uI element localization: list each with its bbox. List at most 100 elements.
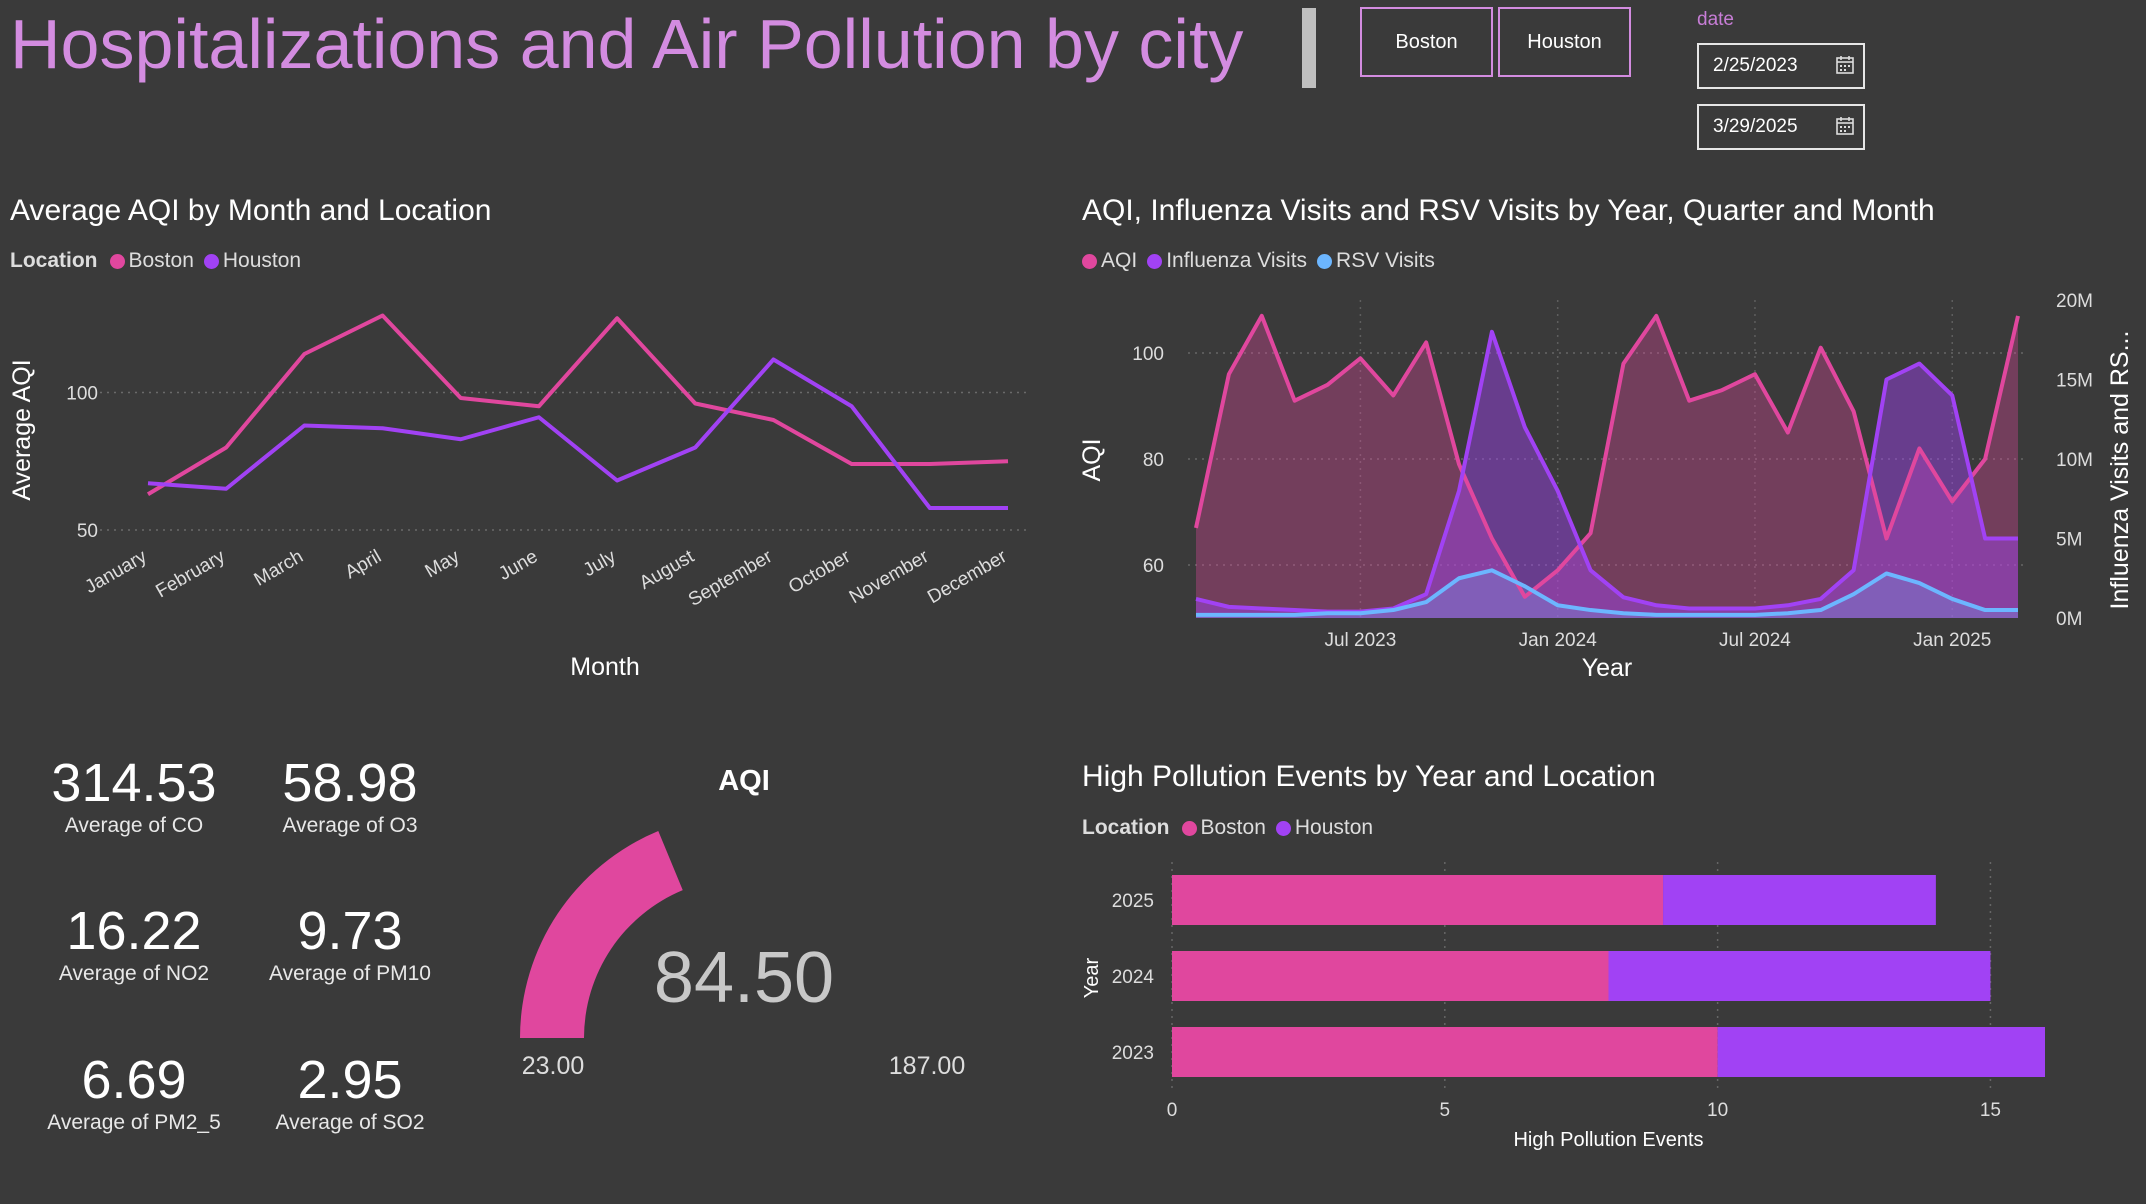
y-axis-title: Year [1081, 957, 1103, 998]
x-tick-label: September [685, 546, 777, 611]
x-axis-title: Year [1582, 654, 1633, 682]
kpi-label: Average of O3 [282, 814, 418, 837]
legend-label-influenza: Influenza Visits [1166, 249, 1308, 272]
legend-item-boston[interactable]: Boston [1181, 816, 1266, 840]
kpi-co: 314.53 Average of CO [4, 752, 264, 838]
x-tick-label: Jan 2025 [1913, 630, 1991, 651]
bar-chart-title: High Pollution Events by Year and Locati… [1082, 760, 1656, 793]
calendar-icon[interactable] [1835, 55, 1855, 75]
y-right-tick-label: 5M [2056, 530, 2082, 551]
x-tick-label: April [342, 546, 385, 583]
kpi-so2: 2.95 Average of SO2 [220, 1049, 480, 1135]
gauge-title: AQI [718, 765, 770, 797]
kpi-label: Average of SO2 [275, 1111, 425, 1134]
page-title: Hospitalizations and Air Pollution by ci… [10, 5, 1244, 83]
legend-item-houston[interactable]: Houston [1275, 816, 1374, 840]
kpi-label: Average of PM2_5 [47, 1111, 221, 1134]
series-line-houston [147, 357, 1008, 510]
date-end-input[interactable]: 3/29/2025 [1697, 104, 1865, 150]
legend-label-rsv: RSV Visits [1336, 249, 1435, 272]
y-left-tick-label: 60 [1143, 556, 1164, 577]
y-axis-title: Average AQI [8, 359, 36, 500]
kpi-o3: 58.98 Average of O3 [220, 752, 480, 838]
y-right-tick-label: 20M [2056, 291, 2093, 312]
x-tick-label: August [636, 546, 698, 594]
kpi-label: Average of CO [64, 814, 204, 837]
x-tick-label: Jul 2024 [1719, 630, 1791, 651]
date-end-value: 3/29/2025 [1713, 116, 1798, 137]
x-tick-label: Jul 2023 [1324, 630, 1396, 651]
legend-dot-influenza [1147, 253, 1163, 269]
kpi-label: Average of PM10 [269, 962, 431, 985]
y-tick-label: 2023 [1112, 1043, 1154, 1064]
line-chart-title: Average AQI by Month and Location [10, 194, 492, 227]
bar-chart-legend: Location Boston Houston [1082, 816, 1383, 840]
combo-chart-title: AQI, Influenza Visits and RSV Visits by … [1082, 194, 1935, 227]
bar-boston-2025 [1172, 875, 1664, 925]
date-start-input[interactable]: 2/25/2023 [1697, 43, 1865, 89]
legend-item-houston[interactable]: Houston [203, 249, 302, 273]
bar-houston-2024 [1608, 951, 1991, 1001]
gauge-value: 84.50 [654, 938, 834, 1018]
x-tick-label: 0 [1167, 1100, 1178, 1121]
y-right-tick-label: 0M [2056, 609, 2082, 630]
legend-item-rsv[interactable]: RSV Visits [1317, 249, 1435, 273]
kpi-value: 58.98 [282, 753, 418, 813]
kpi-label: Average of NO2 [58, 962, 210, 985]
y-tick-label: 2025 [1112, 891, 1154, 912]
slicer-button-houston[interactable]: Houston [1498, 7, 1631, 77]
series-area-aqi [1196, 315, 2018, 618]
gauge-chart: AQI 84.50 23.00 187.00 [520, 765, 965, 1080]
x-tick-label: November [846, 546, 933, 608]
bar-chart: 0 5 10 15 2025 2024 2023 High Pollution Events Y… [1081, 862, 2045, 1150]
bar-houston-2025 [1663, 875, 1936, 925]
legend-label-houston: Houston [222, 249, 302, 272]
series-line-rsv-visits [1196, 568, 2018, 617]
legend-dot-houston [203, 253, 219, 269]
y-right-tick-label: 10M [2056, 450, 2093, 471]
combo-chart: 60 80 100 0M 5M 10M 15M 20M Jul 2023 Jan 2024 Jul … [1078, 291, 2134, 682]
x-tick-label: October [785, 546, 855, 598]
gauge-min-label: 23.00 [522, 1052, 585, 1080]
x-axis-title: High Pollution Events [1513, 1129, 1703, 1150]
legend-label-boston: Boston [128, 249, 194, 272]
kpi-value: 16.22 [66, 901, 202, 961]
x-tick-label: June [495, 546, 541, 585]
legend-title: Location [1082, 816, 1170, 839]
legend-item-influenza[interactable]: Influenza Visits [1147, 249, 1307, 273]
legend-label-boston: Boston [1200, 816, 1266, 839]
y-left-tick-label: 100 [1132, 344, 1164, 365]
slicer-button-boston[interactable]: Boston [1360, 7, 1493, 77]
x-tick-label: March [251, 546, 307, 591]
bar-boston-2023 [1172, 1027, 1718, 1077]
y-tick-label: 50 [77, 521, 98, 542]
series-line-aqi [1194, 313, 2020, 599]
y-tick-label: 100 [66, 384, 98, 405]
kpi-value: 9.73 [297, 901, 403, 961]
gauge-max-label: 187.00 [889, 1052, 965, 1080]
date-slicer-label: date [1697, 9, 1734, 30]
calendar-icon[interactable] [1835, 116, 1855, 136]
combo-chart-legend: AQI Influenza Visits RSV Visits [1082, 249, 1445, 273]
kpi-value: 6.69 [81, 1050, 187, 1110]
kpi-no2: 16.22 Average of NO2 [4, 900, 264, 986]
kpi-pm2-5: 6.69 Average of PM2_5 [4, 1049, 264, 1135]
legend-dot-boston [109, 253, 125, 269]
date-start-value: 2/25/2023 [1713, 55, 1798, 76]
legend-title: Location [10, 249, 98, 272]
x-axis-title: Month [570, 653, 639, 681]
line-chart: 50 100 January February March April May June Jul… [8, 313, 1030, 681]
legend-dot-aqi [1082, 253, 1097, 269]
legend-item-aqi[interactable]: AQI [1082, 249, 1137, 273]
line-chart-legend: Location Boston Houston [10, 249, 311, 273]
legend-item-boston[interactable]: Boston [109, 249, 194, 273]
kpi-value: 314.53 [51, 753, 217, 813]
x-tick-label: December [924, 546, 1011, 608]
legend-label-aqi: AQI [1101, 249, 1138, 272]
legend-label-houston: Houston [1294, 816, 1374, 839]
kpi-pm10: 9.73 Average of PM10 [220, 900, 480, 986]
bar-boston-2024 [1172, 951, 1609, 1001]
legend-dot-boston [1181, 820, 1197, 836]
x-tick-label: May [422, 546, 464, 582]
legend-dot-houston [1275, 820, 1291, 836]
